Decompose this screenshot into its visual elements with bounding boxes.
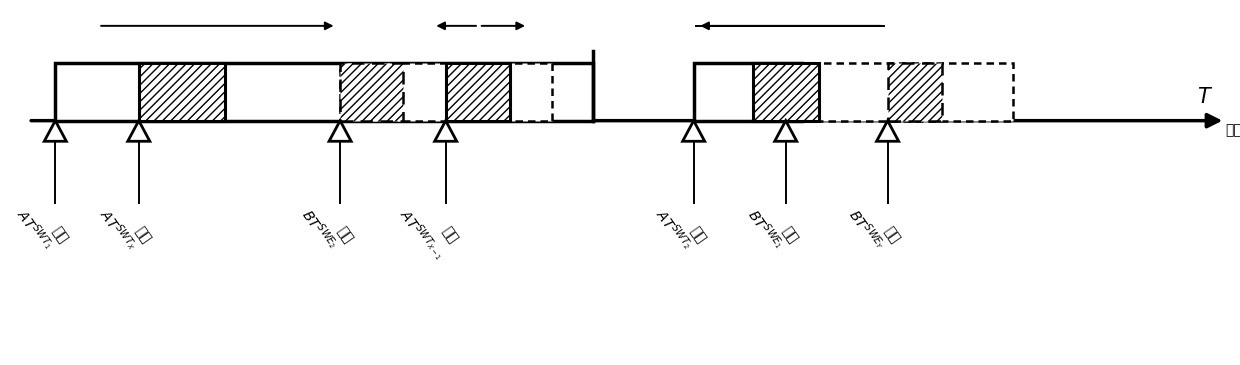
Bar bbox=[340, 63, 553, 121]
Text: $\mathit{AT}^{\mathit{SWT_{X-1}}}$: $\mathit{AT}^{\mathit{SWT_{X-1}}}$ bbox=[396, 205, 445, 265]
Text: 生成: 生成 bbox=[439, 224, 460, 246]
Bar bbox=[445, 63, 510, 121]
Bar bbox=[753, 63, 818, 121]
Bar bbox=[340, 63, 403, 121]
Text: 生成: 生成 bbox=[133, 224, 154, 246]
Text: 生成: 生成 bbox=[334, 224, 355, 246]
Bar bbox=[693, 63, 802, 121]
Text: $\mathit{BT}^{\mathit{SWE_2}}$: $\mathit{BT}^{\mathit{SWE_2}}$ bbox=[299, 205, 340, 254]
Bar bbox=[139, 63, 224, 121]
Text: $\mathit{BT}^{\mathit{SWE_1}}$: $\mathit{BT}^{\mathit{SWE_1}}$ bbox=[744, 205, 786, 254]
Bar bbox=[56, 63, 593, 121]
Text: 生成: 生成 bbox=[687, 224, 708, 246]
Text: $\mathit{AT}^{\mathit{SWT_X}}$: $\mathit{AT}^{\mathit{SWT_X}}$ bbox=[95, 205, 139, 255]
Text: $\mathit{AT}^{\mathit{SWT_1}}$: $\mathit{AT}^{\mathit{SWT_1}}$ bbox=[14, 205, 56, 254]
Text: 生成: 生成 bbox=[780, 224, 801, 246]
Text: $\mathit{AT}^{\mathit{SWT_2}}$: $\mathit{AT}^{\mathit{SWT_2}}$ bbox=[651, 205, 693, 254]
Text: 周期: 周期 bbox=[1225, 123, 1240, 137]
Text: $\mathit{BT}^{\mathit{SWE_Y}}$: $\mathit{BT}^{\mathit{SWE_Y}}$ bbox=[846, 205, 888, 255]
Bar bbox=[888, 63, 941, 121]
Text: $T$: $T$ bbox=[1197, 87, 1213, 107]
Bar bbox=[753, 63, 1013, 121]
Text: 生成: 生成 bbox=[882, 224, 903, 246]
Text: 生成: 生成 bbox=[48, 224, 69, 246]
